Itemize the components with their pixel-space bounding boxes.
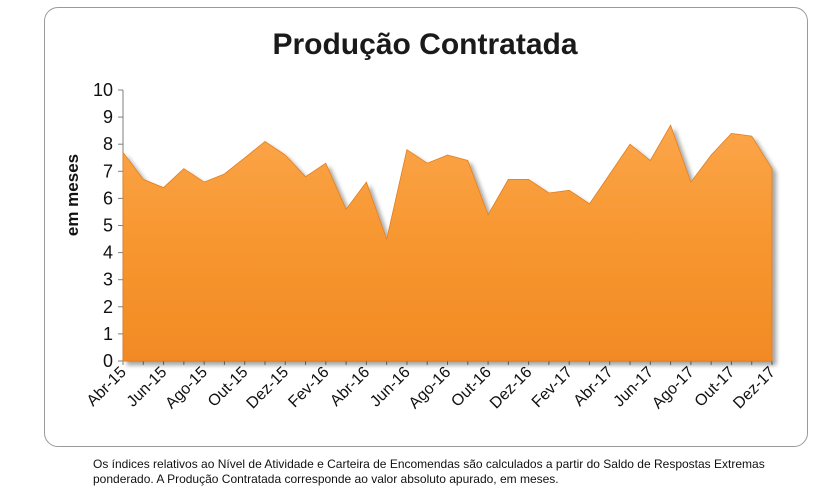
y-tick-label: 1	[103, 324, 113, 344]
x-tick-label: Ago-17	[649, 364, 698, 413]
y-tick-label: 8	[103, 134, 113, 154]
y-tick-label: 10	[93, 80, 113, 100]
y-tick-label: 9	[103, 107, 113, 127]
y-tick-label: 2	[103, 297, 113, 317]
x-tick-label: Fev-16	[285, 364, 332, 411]
x-tick-label: Dez-16	[487, 364, 536, 413]
x-tick-label: Fev-17	[529, 364, 576, 411]
x-tick-label: Dez-17	[730, 364, 779, 413]
area-series	[122, 124, 773, 362]
chart-title: Produção Contratada	[272, 28, 578, 61]
y-axis-label: em meses	[63, 154, 82, 236]
x-tick-label: Dez-15	[244, 364, 293, 413]
y-tick-label: 0	[103, 351, 113, 371]
x-tick-label: Ago-15	[162, 364, 211, 413]
y-tick-label: 4	[103, 243, 113, 263]
x-tick-label: Out-16	[448, 364, 495, 411]
x-tick-label: Jun-16	[367, 364, 414, 411]
x-tick-label: Jun-15	[124, 364, 171, 411]
y-tick-label: 5	[103, 216, 113, 236]
x-tick-label: Jun-17	[611, 364, 658, 411]
x-tick-label: Abr-17	[571, 364, 617, 410]
y-tick-label: 3	[103, 270, 113, 290]
footnote: Os índices relativos ao Nível de Ativida…	[93, 457, 765, 486]
x-tick-label: Out-17	[692, 364, 739, 411]
x-tick-label: Abr-16	[327, 364, 373, 410]
x-tick-label: Ago-16	[406, 364, 455, 413]
y-tick-label: 7	[103, 161, 113, 181]
y-tick-label: 6	[103, 188, 113, 208]
x-tick-label: Out-15	[205, 364, 252, 411]
